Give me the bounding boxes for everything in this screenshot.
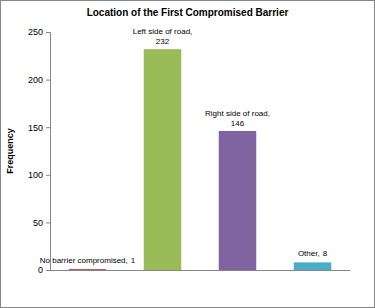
y-tick-mark [46, 270, 50, 271]
data-label: Other,8 [298, 249, 328, 258]
data-label: Left side of road,232 [133, 27, 193, 46]
y-tick-mark [46, 222, 50, 223]
data-labels: No barrier compromised,1 Left side of roa… [40, 27, 328, 265]
data-label-value: 146 [231, 119, 245, 128]
y-tick-mark [46, 32, 50, 33]
bar [294, 262, 332, 270]
y-tick-label: 250 [28, 27, 43, 37]
y-tick-label: 150 [28, 123, 43, 133]
y-tick: 100 [28, 170, 50, 180]
y-tick: 200 [28, 75, 50, 85]
y-tick-mark [46, 175, 50, 176]
y-tick-label: 50 [33, 218, 43, 228]
y-tick: 250 [28, 27, 50, 37]
bar [144, 49, 182, 270]
data-label-category: Other, [298, 249, 320, 258]
chart-border [1, 1, 375, 308]
data-label-category: Right side of road, [205, 109, 270, 118]
y-tick: 0 [38, 265, 50, 275]
chart: 0 50 100 150 200 250 No barrier compromised,1 L… [0, 0, 375, 308]
data-label: No barrier compromised,1 [40, 256, 136, 265]
bar [69, 269, 107, 270]
data-label: Right side of road,146 [205, 109, 270, 128]
y-axis: 0 50 100 150 200 250 [28, 27, 51, 275]
bar [219, 131, 257, 270]
y-tick: 150 [28, 123, 50, 133]
data-label-category: No barrier compromised, [40, 256, 128, 265]
y-tick-mark [46, 80, 50, 81]
y-tick-label: 200 [28, 75, 43, 85]
y-axis-line [46, 33, 51, 271]
data-label-value: 1 [131, 256, 136, 265]
x-axis [51, 270, 351, 271]
y-tick-mark [46, 127, 50, 128]
data-label-value: 232 [156, 37, 170, 46]
x-axis-line [51, 270, 351, 271]
data-label-category: Left side of road, [133, 27, 193, 36]
data-label-value: 8 [323, 249, 328, 258]
y-tick-label: 100 [28, 170, 43, 180]
title: Location of the First Compromised Barrie… [87, 7, 289, 18]
y-tick: 50 [33, 218, 50, 228]
y-tick-label: 0 [38, 265, 43, 275]
y-axis-title: Frequency [5, 128, 15, 174]
bars [69, 49, 332, 270]
